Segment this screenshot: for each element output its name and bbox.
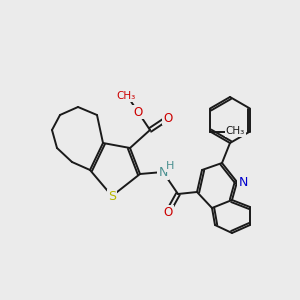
Text: CH₃: CH₃ [226, 127, 245, 136]
Text: N: N [158, 166, 168, 178]
Text: O: O [134, 106, 142, 118]
Text: S: S [108, 190, 116, 202]
Text: O: O [164, 206, 172, 218]
Text: N: N [238, 176, 248, 188]
Text: H: H [166, 161, 174, 171]
Text: CH₃: CH₃ [116, 91, 136, 101]
Text: O: O [164, 112, 172, 124]
